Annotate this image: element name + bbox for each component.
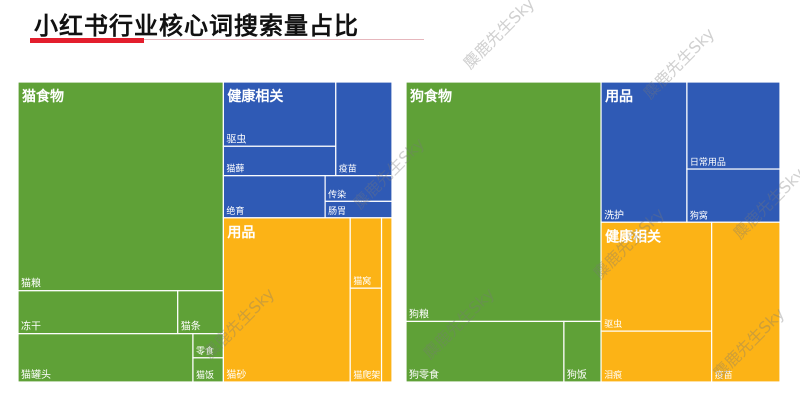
treemap-cell-洗护 [600,82,688,223]
cell-label: 猫罐头 [21,368,51,381]
cell-label: 泪痕 [604,369,622,381]
group-title: 狗食物 [410,88,452,105]
cell-label: 驱虫 [604,318,622,330]
treemap-cell-猫条 [177,290,224,335]
treemap-cell-驱虫 [600,221,713,332]
title-divider [144,39,424,40]
treemap-cell-狗粮 [406,82,602,323]
cell-label: 驱虫 [226,133,246,145]
group-title: 健康相关 [227,88,283,105]
cat-treemap-chart: 猫粮冻干 猫条猫罐头 零食猫饭 猫食物驱虫猫藓 疫苗绝育 传染肠胃 健康相关猫砂 猫窝猫爬架 用… [18,82,392,382]
cell-label: 日常用品 [690,156,726,168]
cell-label: 猫藓 [226,163,244,175]
cell-label: 疫苗 [339,163,357,175]
treemap-cell-疫苗 [711,221,780,382]
cell-label: 猫条 [181,320,201,333]
treemap-cell-零食 [192,333,224,359]
cell-label: 猫粮 [21,277,41,290]
cell-label: 肠胃 [328,206,346,217]
title-underline [30,38,144,43]
page-title: 小红书行业核心词搜索量占比 [34,12,359,40]
treemap-cell-日常用品 [686,82,780,170]
cell-label: 疫苗 [715,369,733,381]
treemap-cell-猫罐头 [18,333,194,382]
cell-label: 传染 [328,188,346,200]
cell-label: 猫饭 [196,369,214,381]
treemap-cell-冻干 [18,290,179,335]
treemap-cell-狗饭 [563,320,602,382]
cell-label: 猫窝 [353,275,371,287]
treemap-cell-泪痕 [600,330,713,382]
group-title: 健康相关 [605,228,661,245]
cell-label: 绝育 [226,205,244,217]
cell-label: 狗零食 [409,368,439,381]
cell-label: 冻干 [21,320,41,333]
cell-label: 猫爬架 [353,369,380,381]
cell-label: 猫砂 [226,368,246,381]
watermark-text: 麋鹿先生Sky [459,0,538,73]
treemap-cell-猫粮 [18,82,224,292]
treemap-cell-猫窝 [349,217,383,289]
treemap-cell-猫碗 [380,217,392,382]
treemap-cell-猫爬架 [349,287,383,382]
group-title: 猫食物 [22,88,64,105]
cell-label: 狗饭 [567,368,587,381]
group-title: 用品 [227,225,255,241]
treemap-cell-猫砂 [222,217,351,382]
treemap-cell-狗零食 [406,320,565,382]
dog-treemap-chart: 狗粮狗零食 狗饭 狗食物洗护 日常用品狗窝 用品驱虫泪痕 疫苗 健康相关 [406,82,780,382]
cell-label: 狗粮 [409,307,429,320]
treemap-cell-狗窝 [686,168,780,223]
treemap-cell-传染 [324,175,392,202]
treemap-cell-猫饭 [192,357,224,382]
cell-label: 零食 [196,345,214,357]
cell-label: 狗窝 [690,209,708,221]
group-title: 用品 [605,89,633,105]
treemap-cell-疫苗 [335,82,392,177]
cell-label: 洗护 [604,208,624,221]
